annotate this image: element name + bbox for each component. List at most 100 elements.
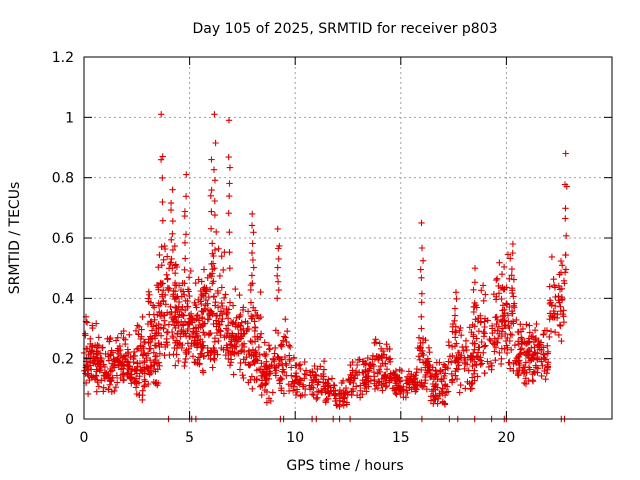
data-point	[120, 353, 128, 360]
data-point	[167, 303, 174, 310]
data-point	[315, 378, 322, 385]
data-point	[203, 288, 210, 295]
data-point	[445, 342, 453, 349]
data-point	[292, 391, 300, 399]
data-point	[257, 288, 264, 296]
data-point	[141, 366, 148, 373]
data-point	[145, 380, 152, 388]
data-point	[169, 318, 177, 325]
data-point	[210, 293, 218, 300]
data-point	[498, 345, 505, 352]
data-point	[276, 377, 283, 384]
data-point	[470, 286, 477, 293]
data-point	[164, 309, 171, 316]
data-point	[455, 349, 463, 357]
data-point	[211, 177, 219, 184]
data-point	[494, 335, 502, 342]
data-point	[484, 358, 491, 365]
data-point	[557, 257, 565, 265]
data-point	[159, 280, 167, 287]
data-point	[250, 229, 257, 236]
data-point	[371, 376, 378, 384]
data-point	[157, 332, 165, 339]
data-point	[212, 139, 219, 147]
data-point	[357, 382, 364, 389]
data-point	[224, 315, 232, 322]
data-point	[210, 355, 217, 362]
data-point	[466, 380, 473, 387]
data-point	[93, 388, 100, 395]
data-point	[219, 302, 226, 310]
data-point	[476, 344, 483, 351]
data-point	[353, 361, 361, 369]
data-point	[538, 372, 545, 380]
data-point	[239, 306, 247, 314]
data-point	[339, 398, 346, 405]
data-point	[392, 380, 399, 387]
data-point	[508, 346, 515, 353]
data-point	[242, 359, 249, 366]
data-point	[509, 310, 516, 317]
y-tick-label: 0.4	[52, 291, 74, 307]
data-point	[182, 231, 190, 238]
data-point	[296, 375, 303, 383]
data-point	[200, 292, 207, 299]
data-point	[282, 360, 289, 367]
data-point	[281, 368, 288, 376]
data-point	[225, 117, 233, 124]
data-point	[481, 369, 488, 377]
data-point	[226, 180, 233, 187]
data-point	[216, 272, 224, 280]
data-point	[418, 379, 425, 386]
data-point	[429, 364, 436, 371]
data-point	[473, 335, 480, 342]
data-point	[86, 359, 94, 366]
data-point	[270, 356, 277, 363]
data-point	[243, 354, 250, 361]
data-point	[503, 342, 510, 349]
data-point	[379, 387, 386, 394]
data-point	[237, 333, 244, 341]
data-point	[322, 399, 329, 406]
data-point	[139, 313, 146, 321]
data-point	[556, 321, 564, 329]
data-point	[232, 285, 239, 293]
data-point	[456, 389, 463, 396]
data-point	[526, 322, 533, 329]
data-point	[405, 375, 413, 382]
data-point	[448, 359, 455, 366]
data-point	[281, 353, 289, 361]
data-point	[197, 350, 204, 357]
data-point	[440, 361, 448, 368]
data-point	[418, 313, 425, 320]
x-tick-label: 10	[286, 430, 304, 446]
data-point	[392, 367, 400, 375]
data-point	[493, 313, 500, 321]
data-point	[191, 316, 198, 324]
data-point	[175, 357, 182, 365]
data-point	[419, 347, 426, 355]
data-point	[301, 358, 308, 366]
data-point	[279, 337, 287, 344]
data-point	[317, 363, 324, 370]
data-point	[500, 263, 508, 271]
data-point	[440, 375, 447, 382]
data-point	[498, 271, 506, 278]
data-point	[151, 342, 159, 349]
data-point	[238, 319, 245, 326]
data-point	[386, 345, 393, 353]
data-point	[226, 347, 234, 355]
data-point	[147, 299, 154, 306]
data-point	[475, 328, 483, 335]
y-tick-label: 0.6	[52, 231, 74, 247]
data-point	[253, 367, 261, 374]
data-point	[236, 291, 243, 299]
data-point	[187, 315, 195, 322]
data-point	[259, 369, 266, 376]
data-point	[546, 300, 554, 307]
data-point	[169, 230, 176, 237]
data-point	[181, 359, 189, 366]
data-point	[340, 402, 347, 409]
data-point	[84, 370, 92, 377]
